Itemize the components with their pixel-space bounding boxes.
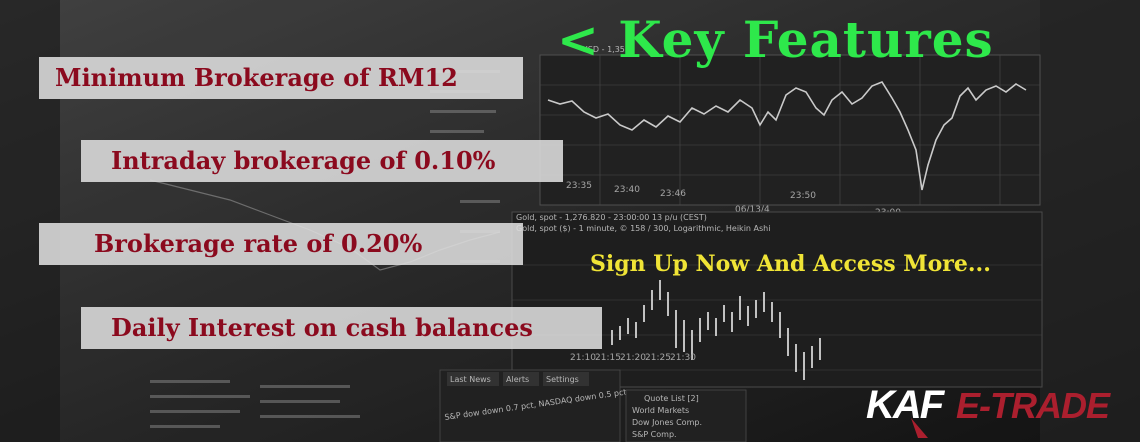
chart2-tick: 21:10 [570,353,596,363]
feature-minimum-brokerage: Minimum Brokerage of RM12 [39,57,523,99]
chart2-tick: 21:15 [595,353,621,363]
chart2-subheader: Gold, spot ($) - 1 minute, © 158 / 300, … [516,224,770,233]
chart2-header: Gold, spot - 1,276.820 - 23:00:00 13 p/u… [516,213,707,222]
tab-alerts: Alerts [506,375,529,384]
chart1-header: USD - 1,35... [582,45,633,54]
chart2-tick: 21:20 [620,353,646,363]
chart1-tick: 06/13/4 [735,205,770,215]
chart1-tick: 23:46 [660,189,686,199]
chart1-tick: 23:35 [566,181,592,191]
logo-kaf-text: KAF [866,383,946,427]
key-features-title: < Key Features [557,10,994,69]
quote-row: S&P Comp. [632,430,677,439]
feature-daily-interest: Daily Interest on cash balances [81,307,602,349]
quote-row: World Markets [632,406,689,415]
chart2-tick: 21:25 [645,353,671,363]
chart2-tick: 21:30 [670,353,696,363]
logo-red-triangle [911,418,928,438]
tab-last-news: Last News [450,375,491,384]
signup-call-to-action[interactable]: Sign Up Now And Access More... [590,251,991,277]
quote-row: Dow Jones Comp. [632,418,702,427]
feature-brokerage-rate: Brokerage rate of 0.20% [39,223,523,265]
chart1-tick: 23:50 [790,191,816,201]
tab-settings: Settings [546,375,579,384]
feature-intraday-brokerage: Intraday brokerage of 0.10% [81,140,563,182]
logo-etrade-text: E-TRADE [956,385,1111,426]
quote-list-title: Quote List [2] [644,394,699,403]
kaf-etrade-logo: KAF E-TRADE [866,383,1112,438]
chart1-tick: 23:40 [614,185,640,195]
